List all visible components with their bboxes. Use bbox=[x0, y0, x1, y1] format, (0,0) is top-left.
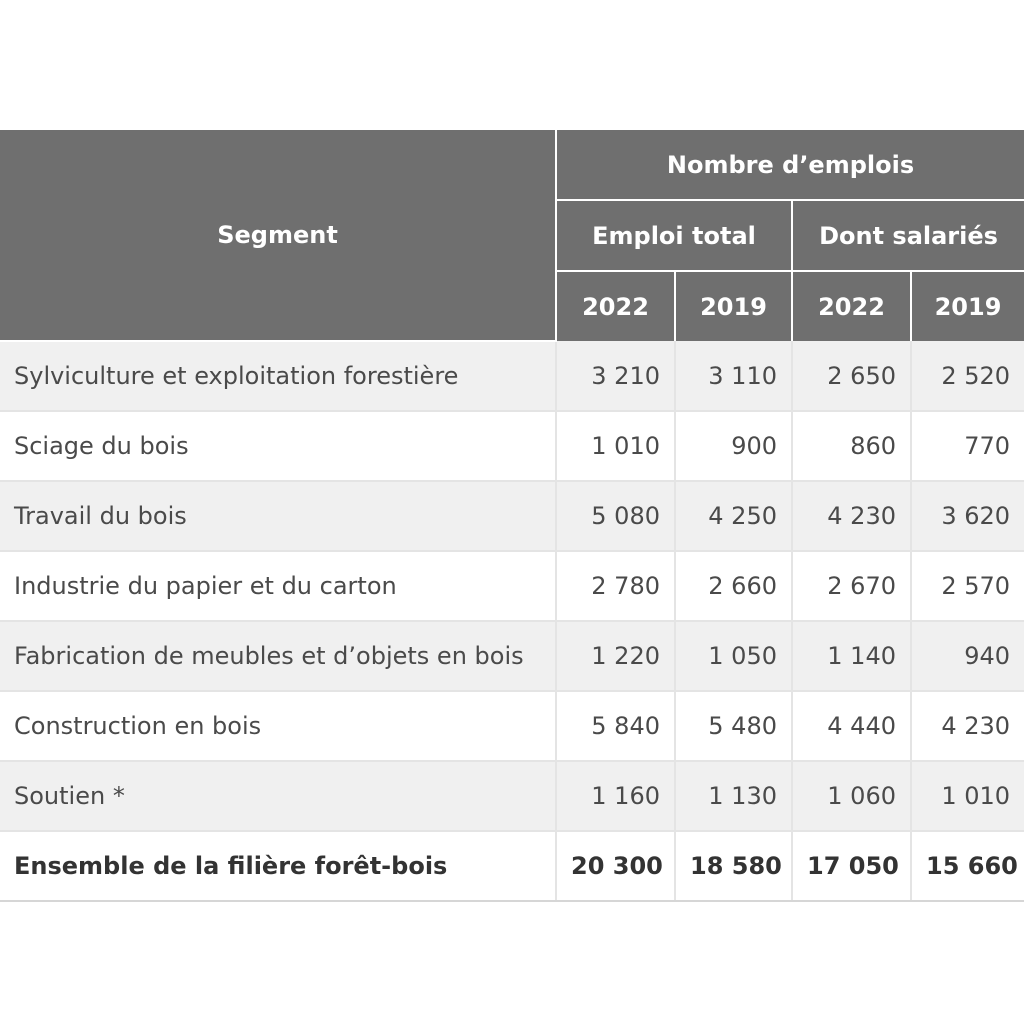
table-row: Sciage du bois 1 010 900 860 770 bbox=[0, 411, 1024, 482]
table-row: Soutien * 1 160 1 130 1 060 1 010 bbox=[0, 761, 1024, 832]
value-cell: 770 bbox=[909, 411, 1024, 482]
table-row: Sylviculture et exploitation forestière … bbox=[0, 341, 1024, 412]
value-cell: 3 620 bbox=[909, 481, 1024, 552]
segment-cell: Sylviculture et exploitation forestière bbox=[0, 341, 556, 412]
subgroup-header-emploi-total: Emploi total bbox=[555, 200, 792, 272]
employment-table: Segment Nombre d’emplois Emploi total Do… bbox=[0, 130, 1024, 902]
subgroup-header-dont-salaries: Dont salariés bbox=[790, 200, 1024, 272]
value-cell: 860 bbox=[791, 411, 911, 482]
value-cell: 3 110 bbox=[674, 341, 792, 412]
total-value-cell: 17 050 bbox=[791, 831, 911, 902]
year-header: 2022 bbox=[791, 271, 911, 341]
table-row: Fabrication de meubles et d’objets en bo… bbox=[0, 621, 1024, 692]
table-row: Travail du bois 5 080 4 250 4 230 3 620 bbox=[0, 481, 1024, 552]
value-cell: 2 520 bbox=[909, 341, 1024, 412]
group-column-header: Nombre d’emplois bbox=[554, 130, 1024, 201]
value-cell: 1 160 bbox=[555, 761, 675, 832]
segment-cell: Sciage du bois bbox=[0, 411, 556, 482]
value-cell: 2 650 bbox=[791, 341, 911, 412]
total-value-cell: 15 660 bbox=[909, 831, 1024, 902]
value-cell: 2 570 bbox=[909, 551, 1024, 622]
value-cell: 1 060 bbox=[791, 761, 911, 832]
segment-cell: Fabrication de meubles et d’objets en bo… bbox=[0, 621, 556, 692]
value-cell: 4 230 bbox=[791, 481, 911, 552]
segment-cell: Industrie du papier et du carton bbox=[0, 551, 556, 622]
value-cell: 940 bbox=[909, 621, 1024, 692]
value-cell: 1 220 bbox=[555, 621, 675, 692]
value-cell: 5 480 bbox=[674, 691, 792, 762]
segment-cell: Construction en bois bbox=[0, 691, 556, 762]
total-value-cell: 18 580 bbox=[674, 831, 792, 902]
total-segment-cell: Ensemble de la filière forêt-bois bbox=[0, 831, 556, 902]
total-row: Ensemble de la filière forêt-bois 20 300… bbox=[0, 831, 1024, 902]
table-header: Segment Nombre d’emplois Emploi total Do… bbox=[0, 130, 1024, 342]
segment-column-header: Segment bbox=[0, 130, 556, 342]
total-value-cell: 20 300 bbox=[555, 831, 675, 902]
value-cell: 1 130 bbox=[674, 761, 792, 832]
employment-table-container: Segment Nombre d’emplois Emploi total Do… bbox=[0, 130, 1024, 902]
value-cell: 4 230 bbox=[909, 691, 1024, 762]
value-cell: 1 050 bbox=[674, 621, 792, 692]
value-cell: 3 210 bbox=[555, 341, 675, 412]
value-cell: 1 140 bbox=[791, 621, 911, 692]
year-header: 2022 bbox=[555, 271, 675, 341]
value-cell: 2 670 bbox=[791, 551, 911, 622]
value-cell: 2 660 bbox=[674, 551, 792, 622]
segment-cell: Travail du bois bbox=[0, 481, 556, 552]
year-header: 2019 bbox=[909, 271, 1024, 341]
year-header: 2019 bbox=[674, 271, 792, 341]
value-cell: 4 250 bbox=[674, 481, 792, 552]
table-row: Industrie du papier et du carton 2 780 2… bbox=[0, 551, 1024, 622]
segment-cell: Soutien * bbox=[0, 761, 556, 832]
value-cell: 1 010 bbox=[909, 761, 1024, 832]
value-cell: 5 080 bbox=[555, 481, 675, 552]
value-cell: 5 840 bbox=[555, 691, 675, 762]
value-cell: 900 bbox=[674, 411, 792, 482]
table-body: Sylviculture et exploitation forestière … bbox=[0, 341, 1024, 902]
table-row: Construction en bois 5 840 5 480 4 440 4… bbox=[0, 691, 1024, 762]
value-cell: 1 010 bbox=[555, 411, 675, 482]
value-cell: 4 440 bbox=[791, 691, 911, 762]
value-cell: 2 780 bbox=[555, 551, 675, 622]
